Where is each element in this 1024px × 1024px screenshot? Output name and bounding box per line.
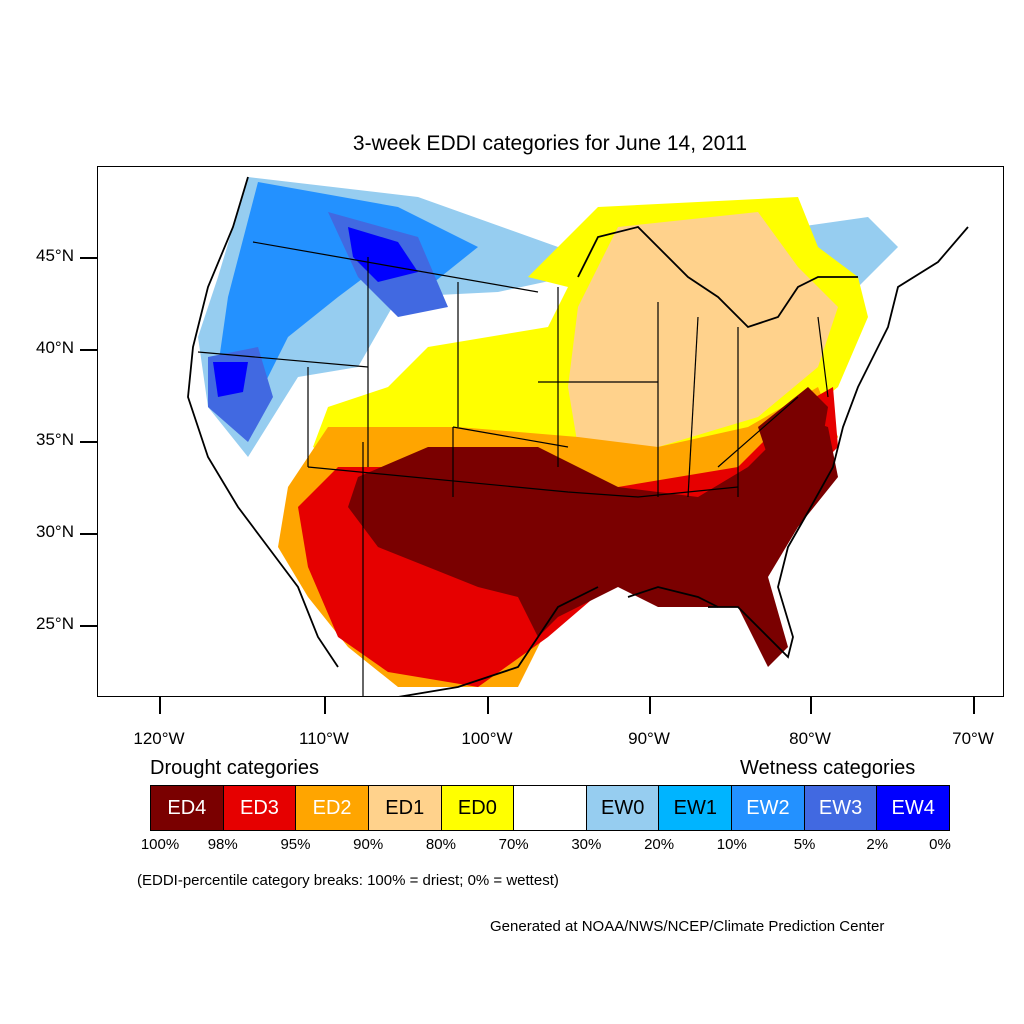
lat-label-45: 45°N bbox=[36, 246, 74, 265]
lat-label-30: 30°N bbox=[36, 522, 74, 541]
legend-cell-ed4: ED4 bbox=[151, 786, 224, 830]
legend-cell-ew3: EW3 bbox=[804, 786, 878, 830]
drought-heading: Drought categories bbox=[150, 757, 319, 779]
credit-text: Generated at NOAA/NWS/NCEP/Climate Predi… bbox=[490, 918, 885, 935]
lat-label-35: 35°N bbox=[36, 430, 74, 449]
lat-label-25: 25°N bbox=[36, 614, 74, 633]
lon-label-90w: 90°W bbox=[628, 729, 670, 748]
lat-label-40: 40°N bbox=[36, 338, 74, 357]
legend-break-label: 90% bbox=[353, 836, 384, 853]
legend-break-label: 70% bbox=[498, 836, 529, 853]
legend-break-label: 95% bbox=[280, 836, 311, 853]
legend-cell-ew1: EW1 bbox=[659, 786, 733, 830]
legend-break-label: 5% bbox=[793, 836, 816, 853]
legend-cell-neutral bbox=[514, 786, 587, 830]
legend-break-label: 98% bbox=[207, 836, 238, 853]
wet-region-ew4-ca bbox=[213, 362, 248, 397]
lon-tick bbox=[159, 697, 161, 714]
legend-cell-ew2: EW2 bbox=[732, 786, 805, 830]
legend-cell-ed0: ED0 bbox=[441, 786, 515, 830]
lon-label-80w: 80°W bbox=[789, 729, 831, 748]
legend-break-label: 30% bbox=[571, 836, 602, 853]
lat-tick bbox=[80, 349, 97, 351]
lon-label-70w: 70°W bbox=[952, 729, 994, 748]
eddi-map bbox=[187, 176, 978, 696]
drought-ed4-east bbox=[758, 387, 828, 487]
drought-ed4 bbox=[348, 417, 838, 667]
coastlines bbox=[187, 176, 969, 696]
lon-tick bbox=[973, 697, 975, 714]
lon-tick bbox=[649, 697, 651, 714]
lat-tick bbox=[80, 441, 97, 443]
lon-tick bbox=[324, 697, 326, 714]
legend-break-label: 0% bbox=[929, 836, 951, 853]
legend-break-label: 80% bbox=[425, 836, 456, 853]
legend-cell-ed2: ED2 bbox=[296, 786, 369, 830]
legend-break-label: 10% bbox=[716, 836, 747, 853]
legend-cell-ed3: ED3 bbox=[223, 786, 297, 830]
lon-label-120w: 120°W bbox=[133, 729, 185, 748]
lon-tick bbox=[810, 697, 812, 714]
legend-cell-ew4: EW4 bbox=[877, 786, 950, 830]
lon-tick bbox=[487, 697, 489, 714]
drought-ed1 bbox=[568, 212, 838, 447]
map-panel bbox=[97, 166, 1004, 697]
legend-break-label: 100% bbox=[140, 836, 180, 853]
wetness-heading: Wetness categories bbox=[740, 757, 916, 779]
lon-label-100w: 100°W bbox=[461, 729, 513, 748]
lon-label-110w: 110°W bbox=[299, 729, 349, 748]
legend-break-label: 2% bbox=[866, 836, 889, 853]
legend-break-label: 20% bbox=[644, 836, 675, 853]
lat-tick bbox=[80, 257, 97, 259]
lat-tick bbox=[80, 625, 97, 627]
legend-colorbar: ED4 ED3 ED2 ED1 ED0 EW0 EW1 EW2 EW3 EW4 bbox=[150, 785, 950, 831]
map-title: 3-week EDDI categories for June 14, 2011 bbox=[352, 132, 748, 155]
lat-tick bbox=[80, 533, 97, 535]
state-boundaries bbox=[197, 241, 829, 696]
legend-cell-ed1: ED1 bbox=[368, 786, 442, 830]
legend-cell-ew0: EW0 bbox=[586, 786, 660, 830]
legend-note: (EDDI-percentile category breaks: 100% =… bbox=[137, 872, 559, 889]
